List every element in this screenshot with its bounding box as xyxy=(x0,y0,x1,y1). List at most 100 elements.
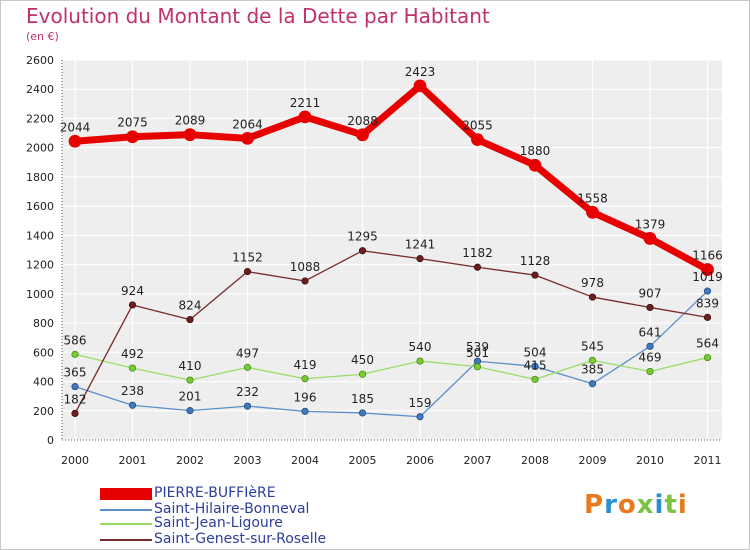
data-label: 1558 xyxy=(577,191,608,205)
data-point xyxy=(71,383,79,391)
data-label: 2089 xyxy=(175,114,206,128)
data-label: 1295 xyxy=(347,230,378,244)
data-point xyxy=(243,363,252,371)
data-label: 2211 xyxy=(290,96,321,110)
data-point xyxy=(528,158,542,172)
data-label: 2075 xyxy=(117,116,148,130)
data-point xyxy=(701,263,714,276)
proxiti-logo: Proxiti xyxy=(584,490,688,520)
logo-letter: x xyxy=(636,490,655,520)
logo-letter: i xyxy=(654,490,665,520)
data-label: 1880 xyxy=(520,144,551,158)
data-label: 839 xyxy=(696,296,719,310)
data-label: 824 xyxy=(179,299,202,313)
data-point xyxy=(358,370,367,378)
data-label: 504 xyxy=(524,345,547,359)
x-tick-label: 2001 xyxy=(119,454,147,467)
plot-background xyxy=(62,60,722,440)
data-point xyxy=(531,362,539,370)
legend-label: Saint-Jean-Ligoure xyxy=(154,515,283,531)
data-point xyxy=(703,287,712,295)
data-label: 1241 xyxy=(405,238,436,252)
logo-letter: P xyxy=(584,490,605,520)
x-tick-label: 2010 xyxy=(636,454,664,467)
data-point xyxy=(243,268,252,276)
y-tick-label: 600 xyxy=(33,346,54,359)
data-label: 1128 xyxy=(520,254,551,268)
legend-label: Saint-Genest-sur-Roselle xyxy=(154,531,327,547)
data-point xyxy=(358,247,367,255)
data-label: 201 xyxy=(179,390,202,404)
data-label: 564 xyxy=(696,337,719,351)
data-point xyxy=(588,293,597,301)
data-point xyxy=(356,128,369,142)
data-point xyxy=(186,315,194,324)
legend-swatch xyxy=(100,539,152,541)
data-point xyxy=(703,353,712,362)
legend-swatch xyxy=(100,488,152,500)
x-tick-label: 2006 xyxy=(406,454,434,467)
data-label: 415 xyxy=(524,358,547,372)
data-point xyxy=(241,131,254,145)
data-label: 540 xyxy=(409,340,432,354)
data-label: 907 xyxy=(639,286,662,300)
data-point xyxy=(586,205,599,219)
x-tick-label: 2011 xyxy=(694,454,722,467)
legend-swatch xyxy=(100,509,152,511)
data-point xyxy=(588,380,597,388)
x-tick-label: 2004 xyxy=(291,454,319,467)
data-label: 539 xyxy=(466,340,489,354)
data-label: 641 xyxy=(639,325,662,339)
legend-swatch xyxy=(100,523,152,525)
x-tick-label: 2000 xyxy=(61,454,89,467)
y-tick-label: 800 xyxy=(33,317,54,330)
data-point xyxy=(186,376,194,384)
data-point xyxy=(183,128,197,142)
data-point xyxy=(301,375,309,383)
data-label: 2088 xyxy=(347,114,378,128)
y-tick-label: 2200 xyxy=(26,112,54,125)
y-tick-label: 1200 xyxy=(26,259,54,272)
series-line-1 xyxy=(74,290,709,418)
data-label: 1019 xyxy=(692,270,723,284)
data-point xyxy=(301,277,309,285)
data-label: 232 xyxy=(236,385,259,399)
data-point xyxy=(531,271,539,279)
chart-title: Evolution du Montant de la Dette par Hab… xyxy=(26,4,490,28)
data-point xyxy=(243,402,252,410)
data-point xyxy=(126,130,139,144)
legend-label: Saint-Hilaire-Bonneval xyxy=(154,501,310,517)
y-tick-label: 1000 xyxy=(26,288,54,301)
data-point xyxy=(71,350,79,358)
y-tick-label: 0 xyxy=(47,434,54,447)
data-point xyxy=(128,301,137,309)
data-point xyxy=(646,367,654,376)
data-label: 365 xyxy=(64,366,87,380)
data-point xyxy=(358,409,367,417)
data-label: 1182 xyxy=(462,246,493,260)
series-line-2 xyxy=(74,353,709,381)
x-tick-label: 2009 xyxy=(579,454,607,467)
data-label: 586 xyxy=(64,333,87,347)
x-tick-label: 2008 xyxy=(521,454,549,467)
data-label: 1088 xyxy=(290,260,321,274)
data-label: 2423 xyxy=(405,65,436,79)
data-point xyxy=(531,375,539,383)
data-label: 545 xyxy=(581,339,604,353)
data-point xyxy=(416,413,424,421)
data-point xyxy=(588,356,597,364)
logo-letter: r xyxy=(604,490,618,520)
data-point xyxy=(473,263,482,271)
y-tick-label: 1800 xyxy=(26,171,54,184)
y-tick-label: 2600 xyxy=(26,54,54,67)
data-label: 501 xyxy=(466,346,489,360)
data-label: 182 xyxy=(64,392,87,406)
data-label: 159 xyxy=(409,396,432,410)
data-point xyxy=(298,110,312,124)
data-point xyxy=(128,364,137,372)
data-label: 410 xyxy=(179,359,202,373)
legend-label: PIERRE-BUFFIèRE xyxy=(154,485,276,501)
data-label: 1166 xyxy=(692,249,723,263)
logo-letter: o xyxy=(617,490,637,520)
data-label: 2044 xyxy=(60,120,91,134)
